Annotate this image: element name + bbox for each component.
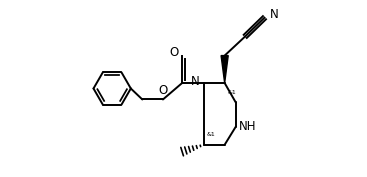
Text: O: O: [170, 46, 179, 59]
Text: NH: NH: [239, 120, 257, 133]
Text: &1: &1: [228, 90, 236, 95]
Text: N: N: [191, 75, 200, 88]
Polygon shape: [221, 56, 228, 83]
Text: &1: &1: [207, 132, 215, 136]
Text: O: O: [158, 84, 168, 97]
Text: N: N: [269, 8, 278, 21]
